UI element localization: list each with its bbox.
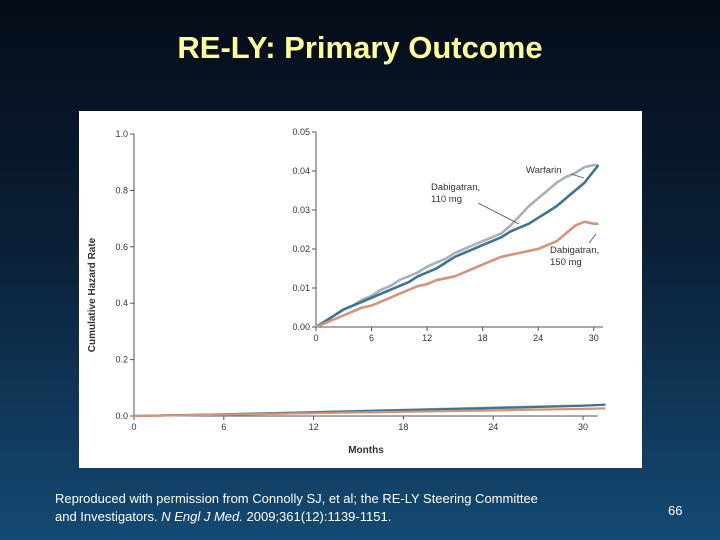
inset-y-tick-label: 0.02	[292, 244, 310, 254]
inset-y-tick-label: 0.05	[292, 127, 310, 137]
inset-x-tick-label: 12	[422, 333, 432, 343]
annotation-leader-warfarin	[570, 173, 585, 179]
annotation-warfarin-line-1: Warfarin	[526, 165, 562, 176]
outer-chart-axes: 0.0 0.2 0.4 0.6 0.8 1.0 0 6 12 18 24 30 Months Cumula…	[87, 129, 598, 456]
slide-title: RE-LY: Primary Outcome	[177, 30, 543, 65]
inset-x-tick-label: 30	[589, 333, 599, 343]
x-axis-title: Months	[348, 445, 384, 456]
inset-line-dabigatran-150-mg	[315, 220, 599, 329]
annotation-dabigatran-110-mg-line-2: 110 mg	[431, 194, 462, 205]
inset-line-dabigatran-110-mg	[315, 164, 600, 329]
inset-y-tick-label: 0.04	[292, 166, 310, 176]
inset-y-tick-label: 0.03	[292, 205, 310, 215]
chart-svg: 0.0 0.2 0.4 0.6 0.8 1.0 0 6 12 18 24 30 Months Cumula…	[87, 127, 606, 456]
chart-figure: 0.0 0.2 0.4 0.6 0.8 1.0 0 6 12 18 24 30 Months Cumula…	[79, 111, 642, 468]
outer-x-tick-label: 24	[488, 422, 498, 432]
y-axis-title: Cumulative Hazard Rate	[87, 237, 98, 352]
citation-journal: N Engl J Med.	[161, 509, 243, 524]
citation-text-b: 2009;361(12):1139-1151.	[242, 509, 392, 524]
annotation-dabigatran-150-mg-line-2: 150 mg	[550, 257, 582, 268]
outer-x-tick-label: 30	[578, 422, 588, 432]
inset-x-tick-label: 18	[478, 333, 488, 343]
outer-x-tick-label: 18	[398, 422, 408, 432]
annotation-dabigatran-150-mg-line-1: Dabigatran,	[550, 245, 599, 256]
inset-y-tick-label: 0.01	[292, 283, 310, 293]
citation-line-1: Reproduced with permission from Connolly…	[55, 491, 538, 506]
citation-line-2: and Investigators. N Engl J Med. 2009;36…	[55, 508, 615, 526]
outer-x-tick-label: 6	[221, 422, 226, 432]
outer-y-tick-label: 0.8	[115, 185, 128, 195]
inset-chart-axes: 0.00 0.01 0.02 0.03 0.04 0.05 0 6 12 18 24 30	[292, 127, 603, 343]
page-number: 66	[668, 503, 683, 518]
inset-x-tick-label: 24	[533, 333, 543, 343]
inset-line-warfarin	[315, 163, 599, 329]
inset-y-tick-label: 0.00	[292, 322, 310, 332]
outer-y-tick-label: 0.4	[115, 298, 128, 308]
inset-x-tick-label: 0	[313, 333, 318, 343]
outer-chart-series	[133, 403, 606, 418]
annotation-leader-dabigatran-150-mg	[588, 233, 597, 244]
outer-line-dabigatran-150-mg	[133, 407, 606, 418]
outer-y-tick-label: 0.6	[115, 242, 128, 252]
inset-x-tick-label: 6	[369, 333, 374, 343]
outer-y-tick-label: 0.2	[115, 355, 128, 365]
citation-text-a: and Investigators.	[55, 509, 162, 524]
inset-chart-series	[315, 163, 600, 329]
annotation-leader-dabigatran-110-mg	[477, 202, 520, 225]
outer-y-tick-label: 1.0	[115, 129, 128, 139]
outer-x-tick-label: 0	[131, 422, 136, 432]
citation: Reproduced with permission from Connolly…	[55, 490, 615, 526]
annotation-dabigatran-110-mg-line-1: Dabigatran,	[431, 182, 480, 193]
outer-y-tick-label: 0.0	[115, 411, 128, 421]
outer-x-tick-label: 12	[309, 422, 319, 432]
